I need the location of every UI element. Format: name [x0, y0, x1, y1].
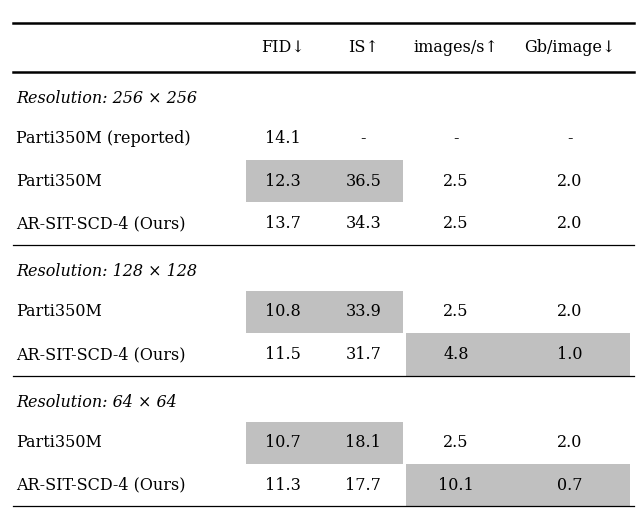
Text: 2.5: 2.5 — [444, 434, 468, 451]
Bar — [246, 291, 403, 333]
Text: 10.1: 10.1 — [438, 477, 474, 494]
Bar — [246, 160, 403, 202]
Text: 33.9: 33.9 — [345, 304, 381, 320]
Text: 1.0: 1.0 — [557, 346, 582, 363]
Text: FID↓: FID↓ — [261, 39, 305, 56]
Text: 2.5: 2.5 — [444, 173, 468, 190]
Text: 2.0: 2.0 — [557, 434, 582, 451]
Bar — [406, 464, 630, 506]
Text: 13.7: 13.7 — [265, 215, 301, 232]
Text: 17.7: 17.7 — [345, 477, 381, 494]
Text: 0.7: 0.7 — [557, 477, 582, 494]
Text: Parti350M (reported): Parti350M (reported) — [16, 130, 191, 147]
Text: -: - — [453, 130, 459, 147]
Text: 2.0: 2.0 — [557, 215, 582, 232]
Text: Gb/image↓: Gb/image↓ — [524, 39, 615, 56]
Bar — [246, 422, 403, 464]
Text: 10.7: 10.7 — [266, 434, 301, 451]
Text: 10.8: 10.8 — [266, 304, 301, 320]
Text: AR-SIT-SCD-4 (Ours): AR-SIT-SCD-4 (Ours) — [16, 215, 186, 232]
Text: 2.5: 2.5 — [444, 304, 468, 320]
Text: 18.1: 18.1 — [345, 434, 381, 451]
Text: 11.3: 11.3 — [265, 477, 301, 494]
Text: 14.1: 14.1 — [266, 130, 301, 147]
Text: -: - — [360, 130, 366, 147]
Text: AR-SIT-SCD-4 (Ours): AR-SIT-SCD-4 (Ours) — [16, 346, 186, 363]
Text: 34.3: 34.3 — [346, 215, 381, 232]
Text: 4.8: 4.8 — [444, 346, 468, 363]
Text: 2.5: 2.5 — [444, 215, 468, 232]
Text: 36.5: 36.5 — [345, 173, 381, 190]
Text: IS↑: IS↑ — [348, 39, 379, 56]
Text: -: - — [567, 130, 572, 147]
Text: Parti350M: Parti350M — [16, 173, 102, 190]
Text: 31.7: 31.7 — [345, 346, 381, 363]
Text: Parti350M: Parti350M — [16, 434, 102, 451]
Text: 2.0: 2.0 — [557, 173, 582, 190]
Text: 11.5: 11.5 — [265, 346, 301, 363]
Bar — [406, 333, 630, 376]
Text: Resolution: 64 × 64: Resolution: 64 × 64 — [16, 394, 177, 411]
Text: Parti350M: Parti350M — [16, 304, 102, 320]
Text: Resolution: 128 × 128: Resolution: 128 × 128 — [16, 263, 197, 280]
Text: AR-SIT-SCD-4 (Ours): AR-SIT-SCD-4 (Ours) — [16, 477, 186, 494]
Text: 2.0: 2.0 — [557, 304, 582, 320]
Text: images/s↑: images/s↑ — [413, 39, 499, 56]
Text: 12.3: 12.3 — [266, 173, 301, 190]
Text: Resolution: 256 × 256: Resolution: 256 × 256 — [16, 90, 197, 107]
